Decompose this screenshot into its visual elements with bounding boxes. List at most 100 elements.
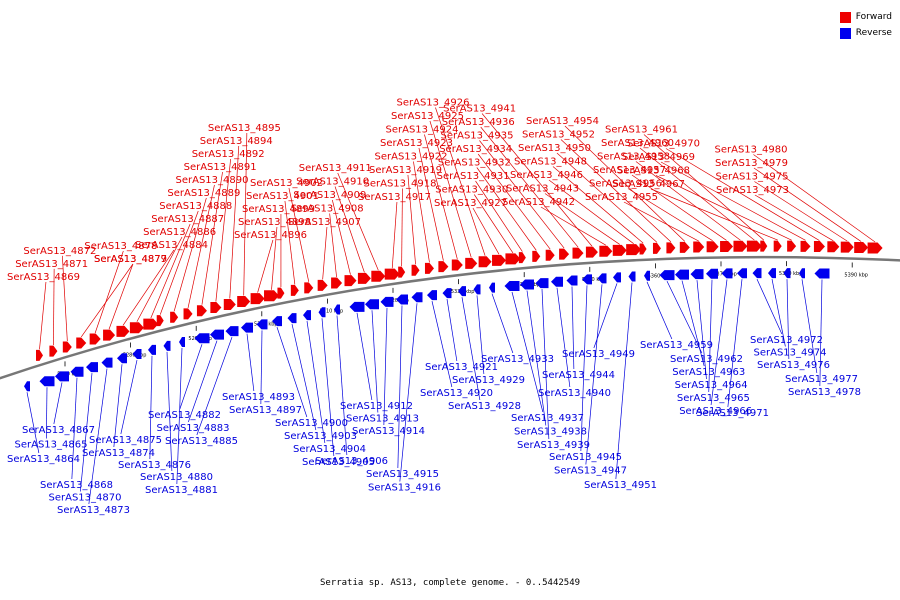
reverse-gene-label: SerAS13_4945 [549,452,622,463]
reverse-gene-arrow [303,310,311,321]
forward-gene-label: SerAS13_4925 [391,111,464,122]
forward-leader-line [39,281,47,350]
forward-leader-line [560,139,672,243]
reverse-gene-arrow [117,353,127,364]
reverse-leader-line [666,280,703,354]
forward-gene-arrow [773,240,782,252]
forward-leader-line [476,167,537,251]
forward-gene-label: SerAS13_4979 [715,158,788,169]
reverse-gene-arrow [613,272,621,283]
reverse-gene-arrow [659,270,675,281]
forward-gene-label: SerAS13_4884 [135,240,208,251]
forward-gene-label: SerAS13_4952 [522,130,595,141]
forward-swatch [839,11,851,23]
reverse-gene-label: SerAS13_4873 [57,505,130,516]
forward-gene-arrow [237,295,251,307]
reverse-gene-label: SerAS13_4949 [562,349,635,360]
axis-tick-label: 5380 kbp [779,271,803,277]
forward-gene-label: SerAS13_4907 [288,217,361,228]
reverse-leader-line [801,279,818,374]
forward-leader-line [627,188,713,242]
forward-gene-arrow [492,254,507,266]
reverse-gene-label: SerAS13_4885 [165,436,238,447]
forward-gene-label: SerAS13_4899 [242,204,315,215]
reverse-gene-arrow [101,357,113,368]
reverse-gene-label: SerAS13_4928 [448,401,521,412]
reverse-gene-label: SerAS13_4880 [140,472,213,483]
forward-gene-arrow [331,277,343,289]
forward-leader-line [643,134,765,241]
reverse-leader-line [188,340,218,423]
forward-leader-line [80,263,134,338]
forward-gene-arrow [545,249,555,261]
forward-gene-arrow [746,240,762,252]
reverse-gene-label: SerAS13_4864 [7,454,80,465]
forward-gene-label: SerAS13_4917 [358,192,431,203]
forward-gene-label: SerAS13_4896 [234,230,307,241]
forward-leader-line [331,199,351,275]
reverse-gene-label: SerAS13_4903 [284,431,357,442]
reverse-gene-label: SerAS13_4881 [145,485,218,496]
reverse-gene-label: SerAS13_4978 [788,387,861,398]
forward-gene-arrow [706,241,719,253]
forward-leader-lines [39,107,876,350]
reverse-gene-arrow [55,371,69,382]
forward-gene-label: SerAS13_4898 [238,217,311,228]
forward-gene-arrow [76,337,87,349]
reverse-gene-arrow [504,281,520,292]
forward-gene-label: SerAS13_4932 [438,158,511,169]
legend-reverse: Reverse [839,25,892,41]
reverse-gene-label: SerAS13_4868 [40,480,113,491]
reverse-leader-line [306,321,326,444]
reverse-gene-label: SerAS13_4964 [675,380,748,391]
reverse-gene-arrow [132,349,142,360]
forward-gene-arrow [612,244,627,256]
forward-gene-arrow [156,315,164,327]
reverse-leader-line [53,382,63,425]
reverse-gene-label: SerAS13_4938 [514,427,587,438]
forward-gene-arrow [411,264,420,276]
reverse-leader-line [260,330,263,405]
forward-leader-line [635,161,741,241]
reverse-leader-line [756,278,783,335]
forward-gene-label: SerAS13_4956 [589,179,662,190]
forward-leader-line [61,255,68,342]
forward-leader-line [480,126,579,248]
reverse-leader-line [166,351,173,472]
forward-leader-line [753,167,862,242]
reverse-leader-line [681,280,705,367]
reverse-leader-line [336,315,348,456]
forward-gene-label: SerAS13_4888 [159,201,232,212]
forward-gene-arrows [36,240,883,361]
reverse-gene-label: SerAS13_4913 [346,414,419,425]
reverse-gene-label: SerAS13_4971 [696,408,769,419]
forward-gene-arrow [424,262,434,274]
reverse-leader-line [771,279,786,347]
forward-leader-line [479,140,565,249]
forward-gene-label: SerAS13_4887 [151,214,224,225]
forward-gene-label: SerAS13_4919 [369,165,442,176]
forward-gene-arrow [720,240,734,252]
forward-gene-label: SerAS13_4948 [514,157,587,168]
forward-gene-arrow [129,322,144,334]
forward-gene-label: SerAS13_4869 [7,272,80,283]
reverse-gene-arrow [489,282,495,293]
forward-leader-line [391,201,398,269]
forward-leader-line [136,236,183,322]
forward-gene-arrow [585,246,598,258]
forward-leader-line [122,249,175,326]
forward-leader-line [229,145,240,299]
reverse-leader-line [526,290,547,426]
forward-gene-arrow [733,240,748,252]
reverse-gene-arrow [737,268,747,279]
forward-gene-arrow [210,302,222,314]
forward-gene-label: SerAS13_4878 [84,241,157,252]
reverse-leader-line [383,307,388,426]
forward-leader-line [284,200,296,285]
reverse-leader-line [571,286,575,370]
forward-gene-arrow [49,345,58,357]
forward-leader-line [329,213,337,278]
reverse-gene-arrow [272,316,282,327]
forward-gene-arrow [639,243,647,255]
forward-gene-label: SerAS13_4975 [716,172,789,183]
